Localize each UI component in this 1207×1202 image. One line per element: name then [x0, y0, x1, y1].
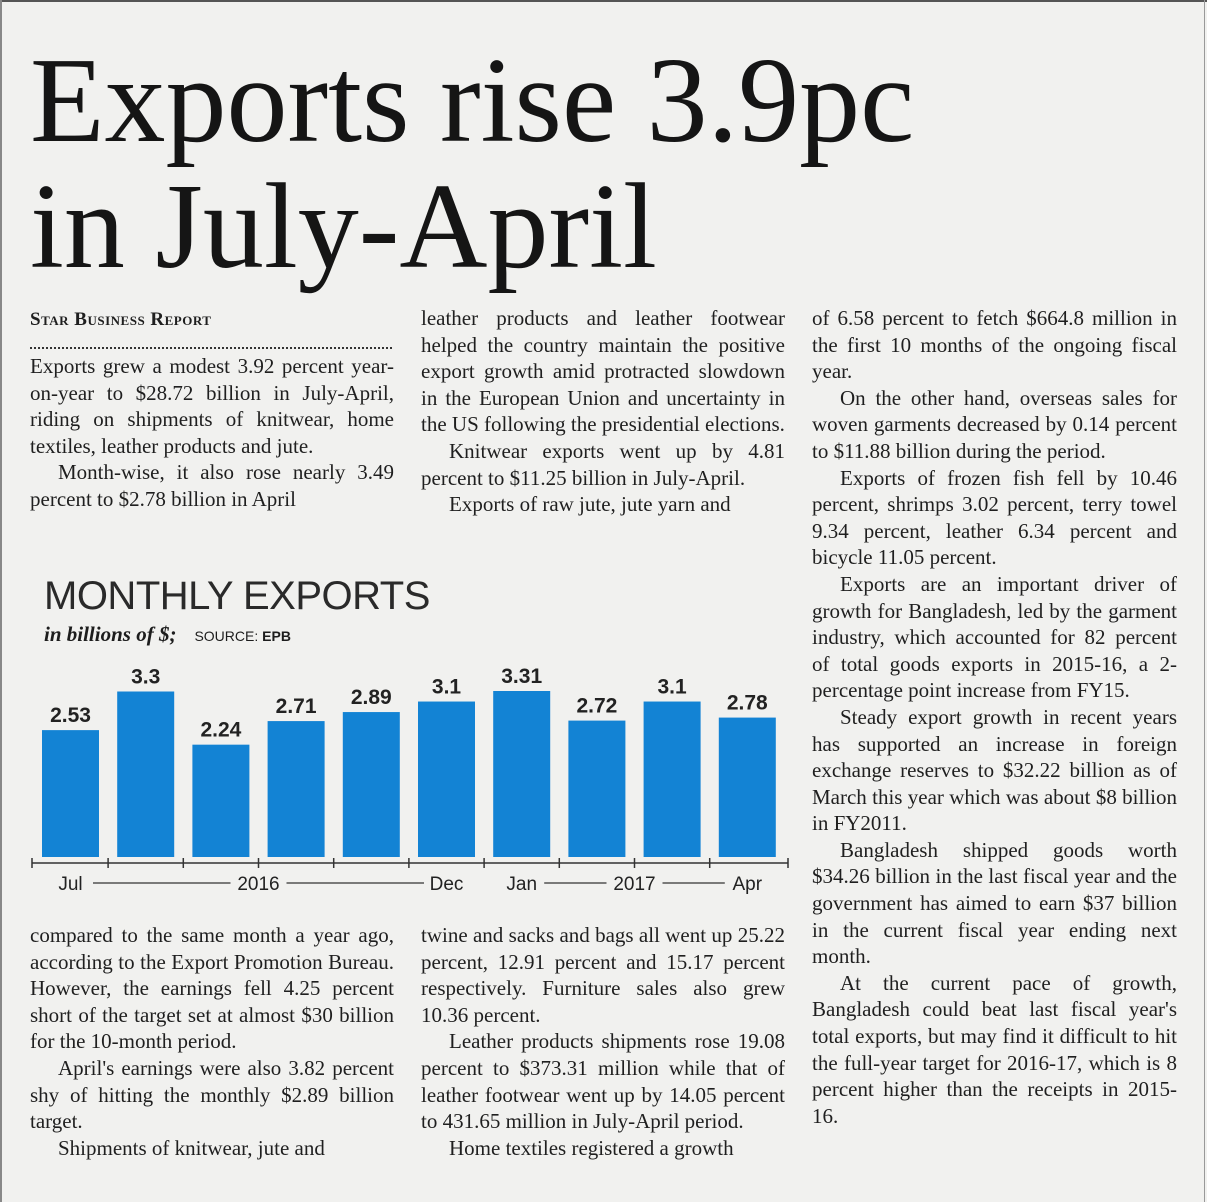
bar-value-label: 2.89: [351, 686, 392, 709]
bar: [418, 701, 475, 857]
paragraph: April's earnings were also 3.82 percent …: [30, 1055, 394, 1134]
bar: [192, 744, 250, 857]
page-border-right: [1204, 0, 1205, 1202]
bar-value-label: 2.53: [50, 704, 91, 727]
paragraph: compared to the same month a year ago, a…: [30, 923, 394, 1054]
headline-line-2: in July-April: [30, 159, 657, 294]
bar-value-label: 2.72: [576, 695, 617, 718]
bar: [342, 712, 400, 857]
x-axis-label: Jul: [58, 874, 82, 895]
byline: Star Business Report: [30, 309, 212, 330]
bar: [42, 730, 99, 857]
paragraph: Exports grew a modest 3.92 percent year-…: [30, 354, 394, 458]
paragraph: Bangladesh shipped goods worth $34.26 bi…: [812, 837, 1177, 969]
chart-subtitle: in billions of $; SOURCE: EPB: [44, 622, 291, 647]
column-3: of 6.58 percent to fetch $664.8 million …: [812, 305, 1177, 1129]
bar: [267, 721, 325, 857]
column-2-top: leather products and leather footwear he…: [421, 305, 785, 518]
bar: [643, 701, 701, 857]
byline-divider: [30, 333, 392, 349]
paragraph: Home textiles registered a growth: [449, 1135, 734, 1160]
x-axis-label: Jan: [506, 874, 537, 895]
paragraph: Leather products shipments rose 19.08 pe…: [421, 1029, 785, 1134]
x-axis-label: 2017: [613, 874, 655, 895]
bar: [493, 691, 551, 857]
x-axis-label: Dec: [430, 874, 464, 895]
bar-value-label: 3.1: [432, 676, 462, 699]
paragraph: Knitwear exports went up by 4.81 percent…: [421, 438, 785, 490]
bar-value-label: 2.71: [276, 695, 317, 718]
bar-value-label: 3.1: [657, 676, 687, 699]
column-1-top: Star Business Report Exports grew a mode…: [30, 307, 394, 513]
paragraph: Steady export growth in recent years has…: [812, 704, 1177, 836]
paragraph: On the other hand, overseas sales for wo…: [812, 385, 1177, 463]
headline: Exports rise 3.9pc in July-April: [30, 38, 1180, 290]
paragraph: Exports are an important driver of growt…: [812, 571, 1177, 703]
page-border-top: [0, 0, 1207, 2]
paragraph: of 6.58 percent to fetch $664.8 million …: [812, 306, 1177, 384]
page-border-left: [0, 0, 2, 1202]
column-2-bottom: twine and sacks and bags all went up 25.…: [421, 922, 785, 1161]
paragraph: Exports of frozen fish fell by 10.46 per…: [812, 465, 1177, 570]
column-1-bottom: compared to the same month a year ago, a…: [30, 922, 394, 1161]
paragraph: leather products and leather footwear he…: [421, 306, 785, 437]
chart-source-name: EPB: [262, 628, 291, 644]
bar-value-label: 2.24: [200, 719, 241, 742]
chart-source: SOURCE: EPB: [194, 628, 290, 644]
bar-value-label: 2.78: [727, 692, 768, 715]
paragraph: twine and sacks and bags all went up 25.…: [421, 923, 785, 1027]
x-axis-label: 2016: [237, 874, 279, 895]
bar: [718, 717, 776, 857]
paragraph: Shipments of knitwear, jute and: [58, 1135, 325, 1160]
bar-value-label: 3.31: [501, 665, 542, 688]
paragraph: At the current pace of growth, Banglades…: [812, 970, 1177, 1128]
bar-value-label: 3.3: [131, 666, 160, 689]
paragraph: Month-wise, it also rose nearly 3.49 per…: [30, 460, 394, 511]
bar: [568, 720, 626, 857]
chart-source-label: SOURCE:: [194, 628, 259, 644]
monthly-exports-chart: 2.53 3.3 2.24 2.71 2.89 3.1 3.31 2.72 3.1 2.78 Jul…: [31, 665, 789, 895]
paragraph: Exports of raw jute, jute yarn and: [449, 492, 731, 517]
chart-unit: in billions of $;: [44, 622, 177, 646]
bar: [117, 691, 175, 857]
headline-line-1: Exports rise 3.9pc: [30, 33, 915, 168]
x-axis-label: Apr: [733, 874, 763, 895]
chart-title: MONTHLY EXPORTS: [44, 574, 430, 618]
